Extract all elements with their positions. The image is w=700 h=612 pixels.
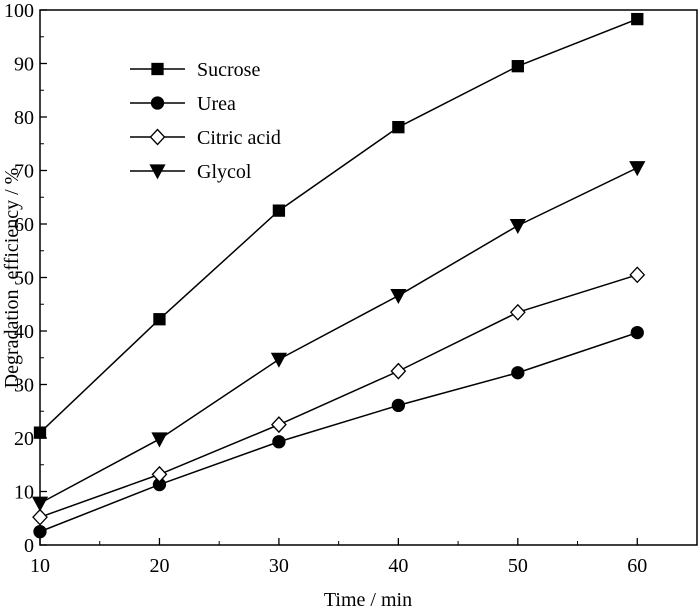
legend: Sucrose Urea Citric acid Glycol (130, 59, 281, 183)
data-point-sucrose (272, 204, 286, 217)
y-tick-label: 80 (14, 107, 34, 129)
data-point-citric-acid (271, 416, 287, 434)
series-glycol (31, 161, 646, 512)
data-point-citric-acid (390, 362, 407, 380)
series-line-glycol (39, 167, 638, 504)
y-tick-label: 90 (14, 54, 34, 76)
data-point-urea (272, 435, 286, 449)
y-tick-label: 30 (14, 375, 34, 397)
legend-item-urea: Urea (130, 93, 236, 115)
x-tick-label: 10 (30, 555, 50, 577)
data-point-urea (33, 524, 47, 539)
x-tick-label: 20 (149, 555, 169, 577)
y-axis-ticks: 0 10 20 30 40 50 60 70 80 90 100 (4, 0, 47, 557)
data-point-sucrose (631, 12, 644, 26)
data-point-sucrose (511, 60, 524, 73)
series-layer (31, 12, 646, 539)
x-tick-label: 30 (269, 555, 289, 577)
y-tick-label: 0 (24, 535, 34, 557)
legend-label: Sucrose (197, 59, 260, 81)
y-axis-label: Degradation efficiency / % (1, 168, 23, 389)
x-tick-label: 40 (388, 555, 408, 577)
legend-marker (150, 96, 165, 110)
data-point-glycol (629, 161, 646, 177)
series-line-citric-acid (39, 274, 638, 518)
data-point-sucrose (33, 426, 47, 439)
data-point-citric-acid (509, 303, 526, 321)
y-tick-label: 60 (14, 214, 34, 236)
legend-item-citric-acid: Citric acid (130, 127, 281, 149)
data-point-urea (511, 366, 525, 380)
legend-label: Glycol (197, 161, 252, 183)
legend-label: Citric acid (197, 127, 281, 149)
y-tick-label: 40 (14, 321, 34, 343)
data-point-glycol (509, 218, 526, 234)
series-citric-acid (32, 266, 646, 526)
data-point-glycol (390, 289, 407, 305)
series-line-sucrose (39, 18, 638, 434)
data-point-glycol (151, 432, 168, 448)
data-point-glycol (31, 496, 49, 512)
y-tick-label: 100 (4, 0, 34, 22)
y-tick-label: 10 (14, 482, 34, 504)
series-urea (33, 325, 644, 539)
data-point-citric-acid (32, 508, 48, 526)
x-axis-label: Time / min (324, 589, 412, 611)
data-point-citric-acid (151, 465, 168, 483)
data-point-glycol (270, 352, 287, 368)
y-tick-label: 70 (14, 161, 34, 183)
legend-item-glycol: Glycol (130, 161, 252, 183)
series-sucrose (33, 12, 644, 439)
data-point-sucrose (392, 121, 405, 134)
x-tick-label: 50 (508, 555, 528, 577)
data-point-urea (630, 325, 644, 340)
data-point-sucrose (153, 313, 166, 326)
legend-marker (151, 62, 164, 76)
legend-marker (149, 164, 166, 180)
legend-marker (149, 128, 166, 146)
y-tick-label: 20 (14, 428, 34, 450)
series-line-urea (39, 331, 638, 533)
data-point-citric-acid (629, 266, 646, 284)
y-tick-label: 50 (14, 268, 34, 290)
legend-label: Urea (197, 93, 236, 115)
legend-item-sucrose: Sucrose (130, 59, 260, 81)
data-point-urea (391, 398, 406, 413)
x-axis-ticks: 10 20 30 40 50 60 (30, 538, 647, 577)
x-tick-label: 60 (627, 555, 647, 577)
plot-frame (39, 9, 698, 546)
